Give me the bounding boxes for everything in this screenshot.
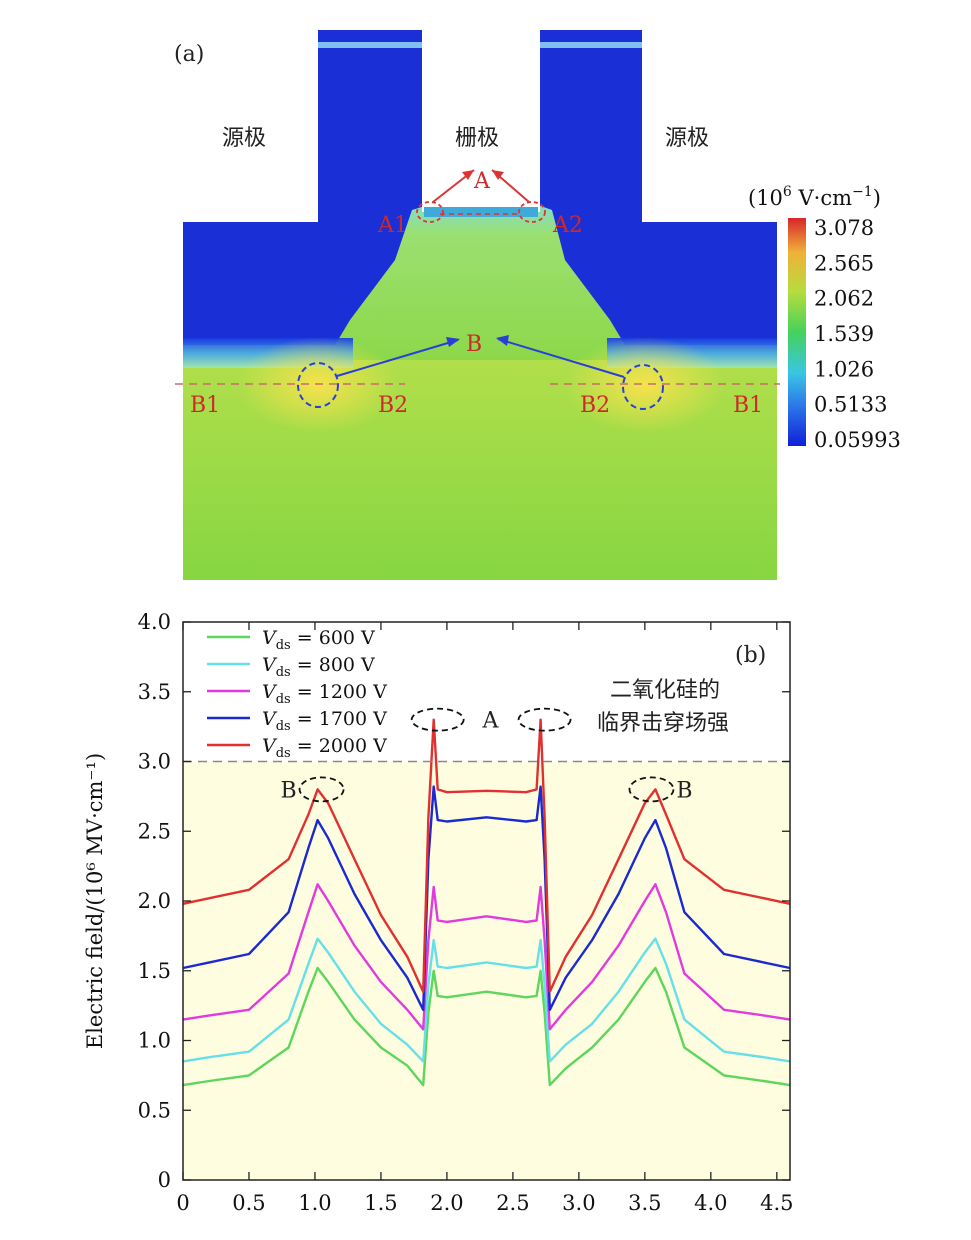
- right-source-region: [538, 30, 777, 345]
- label-point-b1-right: B1: [733, 393, 763, 418]
- label-source-left: 源极: [222, 126, 266, 151]
- arrow-b-right: [497, 338, 625, 378]
- colorbar-tick-label: 1.539: [814, 322, 874, 346]
- arrowhead-b-right: [496, 335, 509, 346]
- x-tick-label: 3.0: [562, 1191, 595, 1215]
- arrowhead-b-left: [446, 337, 460, 347]
- colorbar-tick-label: 2.565: [814, 251, 874, 275]
- label-point-a2: A2: [552, 213, 583, 238]
- arrow-b-left: [336, 339, 459, 377]
- panel-a-label: (a): [174, 42, 204, 67]
- colorbar-tick-label: 0.5133: [814, 393, 887, 417]
- label-point-a1: A1: [377, 213, 408, 238]
- series-line-800v: [182, 937, 791, 1063]
- y-tick-label: 2.0: [138, 889, 171, 913]
- annotation-circle-b-right: [628, 776, 675, 803]
- label-point-b1-left: B1: [190, 393, 220, 418]
- annotation-label-a: A: [482, 709, 500, 734]
- y-tick-label: 2.5: [138, 819, 171, 843]
- colorbar-tick-label: 0.05993: [814, 428, 901, 452]
- x-tick-label: 3.5: [628, 1191, 661, 1215]
- x-tick-label: 1.0: [298, 1191, 331, 1215]
- annotation-label-b-left: B: [280, 778, 296, 803]
- gate-bottom-edge: [424, 207, 538, 217]
- x-tick-label: 2.5: [496, 1191, 529, 1215]
- colorbar: [788, 218, 806, 446]
- x-tick-label: 4.5: [760, 1191, 793, 1215]
- gate-trench: [422, 30, 540, 212]
- colorbar-ticks: 3.078 2.565 2.062 1.539 1.026 0.5133 0.05993: [814, 216, 901, 452]
- panel-a-field-map: (a) 源极 栅极 源极 A A1 A2 B B1 B2 B2 B1 (106 …: [174, 30, 901, 580]
- x-tick-label: 1.5: [364, 1191, 397, 1215]
- legend-entry: Vds = 800 V: [262, 654, 375, 680]
- y-tick-label: 3.5: [138, 680, 171, 704]
- hotspot-left: [238, 337, 398, 433]
- label-point-b2-right: B2: [580, 393, 610, 418]
- colorbar-tick-label: 3.078: [814, 216, 874, 240]
- threshold-label-line2: 临界击穿场强: [597, 711, 729, 736]
- label-point-a: A: [473, 169, 491, 194]
- annotation-circle-b-left: [298, 776, 345, 803]
- series-lines: [182, 718, 791, 1087]
- label-point-b2-left: B2: [378, 393, 408, 418]
- annotation-circle-a-right: [517, 707, 572, 732]
- y-tick-label: 4.0: [138, 610, 171, 634]
- top-highlight-right: [540, 42, 642, 48]
- colorbar-unit: (106 V·cm−1): [748, 184, 881, 210]
- colorbar-tick-label: 2.062: [814, 287, 874, 311]
- arrowhead-a1: [462, 170, 474, 180]
- series-line-1700v: [182, 785, 791, 1011]
- x-tick-label: 4.0: [694, 1191, 727, 1215]
- y-tick-label: 3.0: [138, 750, 171, 774]
- threshold-label-line1: 二氧化硅的: [610, 678, 720, 703]
- y-tick-label: 0: [158, 1168, 171, 1192]
- plot-upper-background: [183, 622, 790, 762]
- axis-ticks: 0 0.5 1.0 1.5 2.0 2.5 3.0 3.5 4.0 4.5 0 0.5 1.0 1.5 2.…: [138, 610, 794, 1215]
- annotation-label-b-right: B: [676, 778, 692, 803]
- y-tick-label: 1.0: [138, 1029, 171, 1053]
- y-tick-label: 1.5: [138, 959, 171, 983]
- circle-a2: [518, 201, 546, 223]
- legend-entry: Vds = 1700 V: [262, 708, 387, 734]
- label-point-b: B: [466, 332, 482, 357]
- series-line-2000v: [182, 718, 791, 993]
- x-tick-label: 2.0: [430, 1191, 463, 1215]
- legend-entry: Vds = 2000 V: [262, 735, 387, 761]
- hotspot-right: [565, 337, 725, 433]
- y-axis-label: Electric field/(10⁶ MV·cm⁻¹): [83, 753, 107, 1049]
- circle-b-right: [622, 364, 664, 410]
- circle-b-left: [297, 362, 339, 408]
- x-tick-label: 0: [176, 1191, 189, 1215]
- chart-annotations: A B B: [280, 707, 693, 803]
- series-line-600v: [182, 966, 791, 1087]
- label-gate: 栅极: [455, 126, 499, 151]
- y-tick-label: 0.5: [138, 1098, 171, 1122]
- panel-b-label: (b): [735, 643, 766, 668]
- label-source-right: 源极: [665, 126, 709, 151]
- panel-b-chart: 0 0.5 1.0 1.5 2.0 2.5 3.0 3.5 4.0 4.5 0 0.5 1.0 1.5 2.…: [83, 610, 794, 1215]
- left-source-region: [183, 30, 428, 345]
- annotation-circle-a-left: [410, 707, 465, 732]
- top-highlight-left: [318, 42, 422, 48]
- arrowhead-a2: [492, 170, 504, 180]
- x-tick-label: 0.5: [232, 1191, 265, 1215]
- colorbar-tick-label: 1.026: [814, 357, 874, 381]
- circle-a1: [416, 201, 444, 223]
- legend-entry: Vds = 1200 V: [262, 681, 387, 707]
- series-line-1200v: [182, 883, 791, 1031]
- legend-entry: Vds = 600 V: [262, 627, 375, 653]
